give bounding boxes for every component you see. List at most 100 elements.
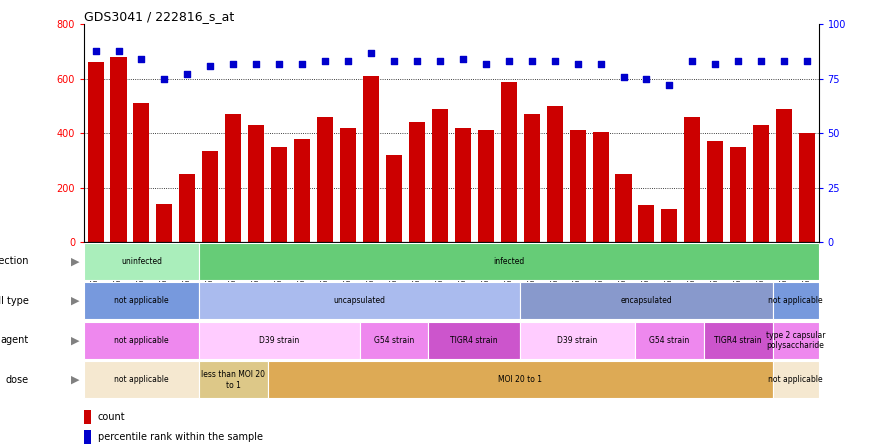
Text: type 2 capsular
polysaccharide: type 2 capsular polysaccharide	[766, 331, 826, 350]
Bar	[704, 322, 773, 359]
Bar	[294, 139, 310, 242]
Bar	[501, 82, 517, 242]
Text: not applicable: not applicable	[114, 296, 169, 305]
Text: G54 strain: G54 strain	[373, 336, 414, 345]
Point	[525, 58, 539, 65]
Bar	[248, 125, 265, 242]
Bar	[455, 128, 471, 242]
Text: ▶: ▶	[71, 335, 80, 345]
Bar	[84, 430, 91, 444]
Point	[204, 62, 218, 69]
Text: less than MOI 20
to 1: less than MOI 20 to 1	[201, 370, 266, 389]
Bar	[359, 322, 428, 359]
Point	[548, 58, 562, 65]
Point	[800, 58, 814, 65]
Bar	[199, 282, 520, 319]
Text: count: count	[98, 412, 126, 422]
Point	[410, 58, 424, 65]
Bar	[317, 117, 333, 242]
Point	[88, 47, 103, 54]
Bar	[363, 76, 379, 242]
Bar	[428, 322, 520, 359]
Text: TIGR4 strain: TIGR4 strain	[714, 336, 762, 345]
Point	[456, 56, 470, 63]
Point	[158, 75, 172, 83]
Point	[502, 58, 516, 65]
Bar	[88, 63, 104, 242]
Bar	[478, 131, 494, 242]
Bar	[773, 361, 819, 398]
Text: ▶: ▶	[71, 375, 80, 385]
Point	[364, 49, 378, 56]
Point	[181, 71, 195, 78]
Bar	[84, 243, 199, 280]
Bar	[203, 151, 219, 242]
Bar	[84, 361, 199, 398]
Bar	[776, 109, 792, 242]
Bar	[799, 133, 815, 242]
Bar	[157, 204, 173, 242]
Bar	[386, 155, 402, 242]
Bar	[180, 174, 196, 242]
Bar	[199, 361, 267, 398]
Bar	[84, 322, 199, 359]
Point	[708, 60, 722, 67]
Text: ▶: ▶	[71, 296, 80, 306]
Bar	[638, 205, 655, 242]
Point	[433, 58, 447, 65]
Point	[341, 58, 355, 65]
Bar	[593, 132, 609, 242]
Text: cell type: cell type	[0, 296, 29, 306]
Bar	[635, 322, 704, 359]
Bar	[84, 282, 199, 319]
Text: uncapsulated: uncapsulated	[334, 296, 386, 305]
Bar	[340, 128, 356, 242]
Point	[777, 58, 791, 65]
Text: not applicable: not applicable	[768, 296, 823, 305]
Point	[685, 58, 699, 65]
Point	[662, 82, 676, 89]
Point	[295, 60, 309, 67]
Bar	[134, 103, 150, 242]
Bar	[199, 243, 819, 280]
Bar	[520, 282, 773, 319]
Point	[754, 58, 768, 65]
Text: not applicable: not applicable	[768, 375, 823, 385]
Text: GDS3041 / 222816_s_at: GDS3041 / 222816_s_at	[84, 10, 235, 23]
Bar	[267, 361, 773, 398]
Bar	[773, 322, 819, 359]
Bar	[520, 322, 635, 359]
Point	[617, 73, 631, 80]
Bar	[409, 123, 425, 242]
Point	[571, 60, 585, 67]
Bar	[684, 117, 700, 242]
Bar	[661, 210, 677, 242]
Text: uninfected: uninfected	[121, 257, 162, 266]
Point	[387, 58, 401, 65]
Text: encapsulated: encapsulated	[620, 296, 673, 305]
Point	[227, 60, 241, 67]
Text: MOI 20 to 1: MOI 20 to 1	[498, 375, 543, 385]
Text: infected: infected	[493, 257, 524, 266]
Bar	[615, 174, 632, 242]
Text: dose: dose	[6, 375, 29, 385]
Bar	[547, 106, 563, 242]
Bar	[111, 57, 127, 242]
Text: agent: agent	[1, 335, 29, 345]
Text: D39 strain: D39 strain	[558, 336, 597, 345]
Point	[272, 60, 286, 67]
Text: TIGR4 strain: TIGR4 strain	[450, 336, 498, 345]
Text: ▶: ▶	[71, 256, 80, 266]
Text: not applicable: not applicable	[114, 336, 169, 345]
Point	[112, 47, 126, 54]
Text: percentile rank within the sample: percentile rank within the sample	[98, 432, 263, 442]
Bar	[753, 125, 769, 242]
Text: D39 strain: D39 strain	[259, 336, 299, 345]
Point	[479, 60, 493, 67]
Bar	[707, 141, 723, 242]
Bar	[524, 114, 540, 242]
Bar	[271, 147, 288, 242]
Point	[594, 60, 608, 67]
Point	[639, 75, 653, 83]
Text: infection: infection	[0, 256, 29, 266]
